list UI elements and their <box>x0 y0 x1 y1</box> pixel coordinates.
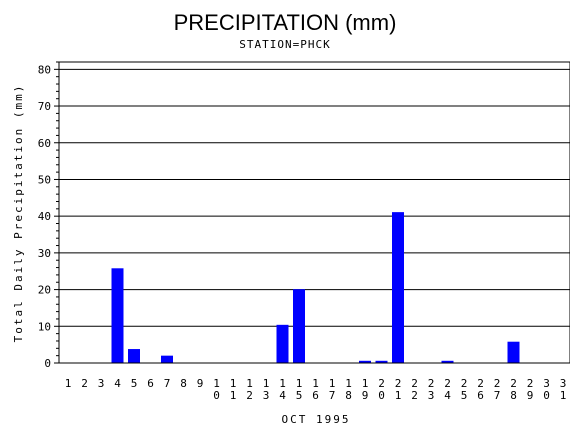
bar <box>507 341 520 363</box>
x-tick-label: 2 <box>411 377 418 390</box>
x-tick-label: 9 <box>527 389 534 402</box>
x-tick-label: 1 <box>65 377 72 390</box>
bar <box>293 289 305 363</box>
x-tick-label: 2 <box>461 377 468 390</box>
y-tick-label: 20 <box>38 284 51 297</box>
chart-subtitle: STATION=PHCK <box>239 38 330 51</box>
chart-title: PRECIPITATION (mm) <box>174 10 397 35</box>
x-tick-label: 1 <box>230 377 237 390</box>
x-tick-label: 1 <box>362 377 369 390</box>
x-tick-label: 7 <box>164 377 171 390</box>
x-tick-label: 6 <box>312 389 319 402</box>
x-tick-label: 4 <box>279 389 286 402</box>
y-tick-label: 40 <box>38 210 51 223</box>
x-tick-label: 8 <box>180 377 187 390</box>
x-tick-label: 8 <box>345 389 352 402</box>
x-tick-label: 2 <box>395 377 402 390</box>
x-tick-label: 3 <box>263 389 270 402</box>
x-tick-label: 5 <box>296 389 303 402</box>
x-tick-label: 4 <box>114 377 121 390</box>
x-tick-label: 3 <box>560 377 567 390</box>
y-tick-label: 10 <box>38 320 51 333</box>
x-tick-label: 6 <box>477 389 484 402</box>
x-tick-label: 2 <box>378 377 385 390</box>
x-tick-label: 1 <box>560 389 567 402</box>
x-tick-label: 1 <box>395 389 402 402</box>
x-tick-label: 7 <box>329 389 336 402</box>
y-tick-label: 80 <box>38 63 51 76</box>
x-tick-label: 9 <box>362 389 369 402</box>
x-tick-label: 0 <box>378 389 385 402</box>
y-tick-label: 0 <box>44 357 51 370</box>
x-tick-label: 2 <box>428 377 435 390</box>
x-axis: 1 2 3 4 5 6 7 8 9 1011121314151617181920212223242… <box>65 377 567 402</box>
bar <box>359 360 371 363</box>
plot-frame <box>58 61 570 364</box>
x-tick-label: 2 <box>81 377 88 390</box>
x-tick-label: 1 <box>296 377 303 390</box>
x-tick-label: 3 <box>98 377 105 390</box>
x-tick-label: 5 <box>461 389 468 402</box>
x-tick-label: 2 <box>444 377 451 390</box>
x-tick-label: 1 <box>312 377 319 390</box>
x-axis-label: OCT 1995 <box>282 413 351 426</box>
x-tick-label: 0 <box>213 389 220 402</box>
x-tick-label: 3 <box>428 389 435 402</box>
x-tick-label: 9 <box>197 377 204 390</box>
x-tick-label: 5 <box>131 377 138 390</box>
bar <box>161 355 173 363</box>
x-tick-label: 2 <box>527 377 534 390</box>
x-tick-label: 2 <box>494 377 501 390</box>
x-tick-label: 1 <box>246 377 253 390</box>
x-tick-label: 1 <box>263 377 270 390</box>
gridlines <box>59 68 570 327</box>
x-tick-label: 1 <box>279 377 286 390</box>
x-tick-label: 6 <box>147 377 154 390</box>
x-tick-label: 2 <box>246 389 253 402</box>
y-axis: 0 10 20 30 40 50 60 70 80 <box>38 61 59 370</box>
x-tick-label: 4 <box>444 389 451 402</box>
bars <box>111 212 520 363</box>
y-tick-label: 50 <box>38 173 51 186</box>
x-tick-label: 7 <box>494 389 501 402</box>
x-tick-label: 1 <box>213 377 220 390</box>
x-tick-label: 8 <box>510 389 517 402</box>
x-tick-label: 2 <box>510 377 517 390</box>
x-tick-label: 2 <box>411 389 418 402</box>
x-tick-label: 1 <box>329 377 336 390</box>
x-tick-label: 2 <box>477 377 484 390</box>
bar <box>375 360 388 363</box>
bar <box>392 212 404 363</box>
y-tick-label: 60 <box>38 137 51 150</box>
x-tick-label: 1 <box>230 389 237 402</box>
bar <box>276 324 289 363</box>
y-tick-label: 30 <box>38 247 51 260</box>
bar <box>111 268 124 363</box>
y-tick-label: 70 <box>38 100 51 113</box>
x-tick-label: 3 <box>543 377 550 390</box>
x-tick-label: 1 <box>345 377 352 390</box>
x-tick-label: 0 <box>543 389 550 402</box>
y-axis-label: Total Daily Precipitation (mm) <box>12 84 25 343</box>
bar <box>128 349 140 363</box>
bar <box>441 360 454 363</box>
